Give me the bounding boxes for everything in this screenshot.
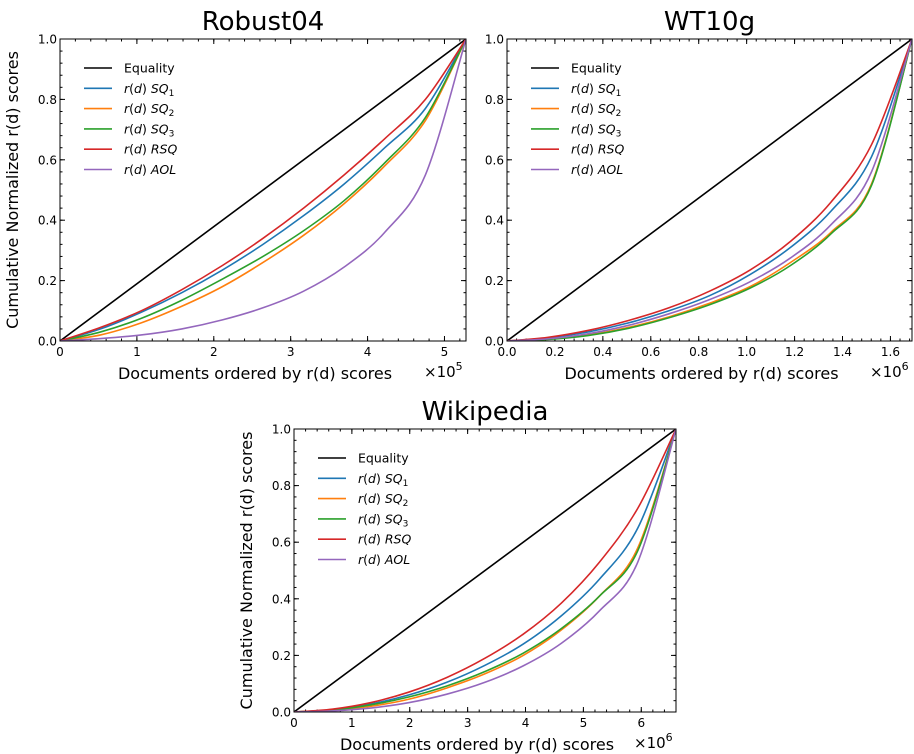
legend-label: r(d) SQ2 [571, 101, 621, 119]
y-tick-label: 0.2 [38, 274, 57, 288]
x-tick-label: 2 [210, 345, 218, 359]
y-tick-label: 0.8 [38, 93, 57, 107]
x-tick-label: 1.4 [833, 345, 852, 359]
legend-label: Equality [124, 61, 175, 76]
legend-label: r(d) SQ1 [571, 81, 621, 99]
series-line-equality [294, 429, 676, 712]
series-line-r-d-sq2 [60, 39, 466, 341]
series-line-r-d-rsq [294, 429, 676, 712]
chart-1: WT10g 0.0 0.2 0.4 0.6 0.8 1.0 1.2 1.4 1.6 0.0 0.2 0.… [485, 7, 913, 383]
legend-label: r(d) SQ2 [124, 101, 174, 119]
y-tick-label: 0.6 [38, 153, 57, 167]
legend-label: Equality [571, 61, 622, 76]
x-tick-label: 5 [580, 716, 588, 730]
x-tick-label: 5 [441, 345, 449, 359]
series-line-r-d-rsq [507, 39, 912, 341]
legend-label: r(d) SQ2 [358, 491, 408, 509]
x-tick-label: 0.8 [689, 345, 708, 359]
legend-label: r(d) RSQ [571, 142, 624, 157]
x-axis-multiplier: ×105 [424, 360, 463, 381]
series-line-r-d-aol [60, 39, 466, 341]
y-tick-label: 0.8 [485, 93, 504, 107]
series-line-equality [507, 39, 912, 341]
x-tick-label: 0.4 [593, 345, 612, 359]
y-tick-label: 0.4 [38, 214, 57, 228]
legend-label: r(d) RSQ [358, 532, 411, 547]
y-tick-label: 0.0 [485, 335, 504, 349]
legend-label: Equality [358, 451, 409, 466]
plot-frame [59, 38, 467, 342]
chart-title: Wikipedia [422, 397, 549, 427]
y-tick-label: 0.0 [38, 335, 57, 349]
x-tick-label: 4 [364, 345, 372, 359]
chart-title: Robust04 [202, 7, 325, 37]
x-tick-label: 3 [464, 716, 472, 730]
series-line-r-d-aol [294, 429, 676, 712]
plot-frame [506, 38, 913, 342]
chart-title: WT10g [664, 7, 755, 37]
series-line-r-d-sq3 [507, 39, 912, 341]
x-axis-label: Documents ordered by r(d) scores [564, 364, 838, 383]
x-tick-label: 1.0 [737, 345, 756, 359]
x-tick-label: 0.0 [497, 345, 516, 359]
x-axis-multiplier: ×106 [870, 360, 909, 381]
legend-label: r(d) SQ1 [124, 81, 174, 99]
y-tick-label: 0.8 [272, 479, 291, 493]
x-tick-label: 4 [522, 716, 530, 730]
x-tick-label: 1 [348, 716, 356, 730]
series-line-r-d-sq1 [507, 39, 912, 341]
x-tick-label: 0.6 [641, 345, 660, 359]
y-tick-label: 0.4 [272, 592, 291, 606]
x-axis-label: Documents ordered by r(d) scores [340, 735, 614, 754]
x-axis-label: Documents ordered by r(d) scores [118, 364, 392, 383]
legend-label: r(d) SQ1 [358, 471, 408, 489]
x-tick-label: 2 [406, 716, 414, 730]
y-axis-label: Cumulative Normalized r(d) scores [3, 51, 22, 329]
y-tick-label: 1.0 [485, 33, 504, 47]
chart-2: Wikipedia 0 1 2 3 4 5 6 0.0 0.2 0.4 0.6 0.8 1.0 Equali… [237, 397, 677, 754]
series-line-r-d-sq2 [294, 429, 676, 712]
x-tick-label: 0 [290, 716, 298, 730]
y-tick-label: 0.6 [485, 153, 504, 167]
y-axis-label: Cumulative Normalized r(d) scores [237, 432, 256, 710]
legend-label: r(d) SQ3 [358, 511, 408, 529]
legend-label: r(d) AOL [124, 162, 176, 177]
series-line-r-d-rsq [60, 39, 466, 341]
legend-label: r(d) SQ3 [571, 121, 621, 139]
x-tick-label: 3 [287, 345, 295, 359]
x-tick-label: 1.2 [785, 345, 804, 359]
legend-label: r(d) AOL [571, 162, 623, 177]
series-line-r-d-sq1 [60, 39, 466, 341]
x-tick-label: 1.6 [881, 345, 900, 359]
x-tick-label: 6 [637, 716, 645, 730]
y-tick-label: 0.0 [272, 706, 291, 720]
y-tick-label: 1.0 [272, 423, 291, 437]
x-tick-label: 0 [56, 345, 64, 359]
y-tick-label: 0.4 [485, 214, 504, 228]
series-line-r-d-aol [507, 39, 912, 341]
legend-label: r(d) AOL [358, 552, 410, 567]
chart-0: Robust04 0 1 2 3 4 5 0.0 0.2 0.4 0.6 0.8 1.0 Equality… [3, 7, 467, 383]
plot-frame [293, 428, 677, 713]
legend-label: r(d) SQ3 [124, 121, 174, 139]
series-line-r-d-sq3 [294, 429, 676, 712]
x-tick-label: 0.2 [545, 345, 564, 359]
series-line-r-d-sq3 [60, 39, 466, 341]
y-tick-label: 0.2 [272, 649, 291, 663]
y-tick-label: 0.6 [272, 536, 291, 550]
legend-label: r(d) RSQ [124, 142, 177, 157]
series-line-equality [60, 39, 466, 341]
x-axis-multiplier: ×106 [634, 731, 673, 752]
y-tick-label: 0.2 [485, 274, 504, 288]
y-tick-label: 1.0 [38, 33, 57, 47]
x-tick-label: 1 [133, 345, 141, 359]
